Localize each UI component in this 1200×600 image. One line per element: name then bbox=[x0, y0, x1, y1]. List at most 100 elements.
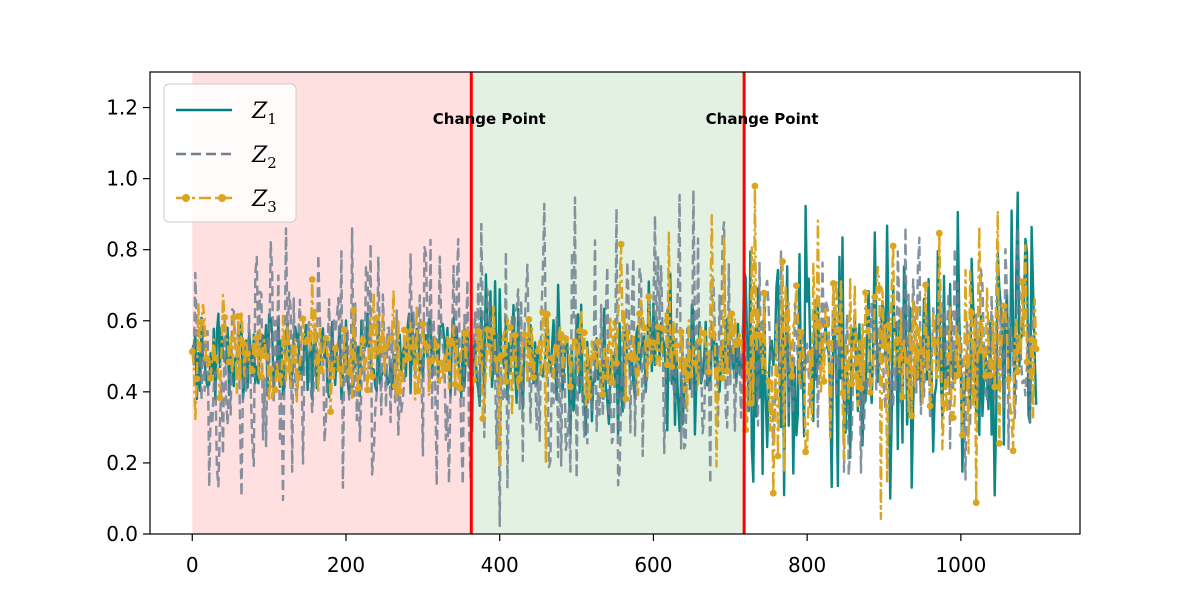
series-z3-marker bbox=[608, 379, 616, 387]
y-tick-label: 0.4 bbox=[106, 380, 138, 404]
series-z3-marker bbox=[603, 373, 611, 381]
series-z3-marker bbox=[728, 310, 736, 318]
series-z3-marker bbox=[525, 316, 533, 323]
series-z3-line bbox=[191, 184, 1038, 521]
y-tick-label: 0.6 bbox=[106, 309, 138, 333]
series-z3-marker bbox=[631, 354, 639, 362]
series-z3-marker bbox=[935, 229, 943, 237]
series-z3-marker bbox=[331, 345, 339, 352]
series-z3-marker bbox=[710, 331, 717, 339]
series-z3-marker bbox=[391, 382, 399, 390]
series-z3-marker bbox=[677, 328, 685, 336]
legend-marker-z3 bbox=[182, 194, 190, 202]
series-z3-marker bbox=[783, 325, 791, 333]
series-z3-marker bbox=[308, 276, 316, 283]
series-z3-marker bbox=[216, 394, 224, 402]
series-z3-marker bbox=[668, 363, 676, 370]
y-axis: 0.0 0.2 0.4 0.6 0.8 1.0 1.2 bbox=[106, 96, 150, 546]
series-z3-marker bbox=[640, 324, 648, 332]
series-z3-marker bbox=[622, 395, 630, 403]
series-z3-marker bbox=[751, 182, 759, 190]
plot-frame bbox=[149, 71, 1081, 535]
series-z3-marker bbox=[401, 326, 408, 334]
series-z3-marker bbox=[262, 353, 270, 360]
series-z3-marker bbox=[599, 391, 607, 398]
series-z3-marker bbox=[198, 319, 205, 326]
series-z3-marker bbox=[239, 339, 247, 347]
series-layer bbox=[188, 182, 1040, 528]
series-z3-marker bbox=[963, 354, 971, 362]
series-z3-marker bbox=[714, 366, 722, 373]
series-z3-marker bbox=[760, 289, 768, 297]
y-tick-label: 0.8 bbox=[106, 238, 138, 262]
series-z3-marker bbox=[954, 372, 962, 379]
series-z3-marker bbox=[474, 327, 482, 335]
series-z3-marker bbox=[977, 347, 985, 354]
series-z3-marker bbox=[986, 371, 994, 379]
series-z3-marker bbox=[248, 367, 256, 374]
series-z3-marker bbox=[746, 400, 754, 407]
series-z3-marker bbox=[691, 359, 699, 367]
series-z3-marker bbox=[253, 334, 261, 341]
series-z3-marker bbox=[889, 242, 897, 250]
series-z3-marker bbox=[520, 331, 528, 338]
series-z3-marker bbox=[294, 373, 302, 381]
series-z3-marker bbox=[825, 340, 833, 347]
series-z3-marker bbox=[917, 347, 925, 355]
series-z3-marker bbox=[225, 358, 233, 366]
x-tick-label: 1000 bbox=[935, 553, 986, 577]
series-z3-marker bbox=[903, 357, 911, 365]
x-tick-label: 400 bbox=[481, 553, 519, 577]
series-z3-marker bbox=[396, 388, 404, 395]
series-z3-marker bbox=[1005, 375, 1012, 383]
series-z3-marker bbox=[497, 352, 505, 360]
series-z3-marker bbox=[871, 293, 879, 301]
series-z3-marker bbox=[806, 349, 814, 357]
series-z3-marker bbox=[848, 380, 856, 388]
series-z3-marker bbox=[862, 289, 869, 296]
series-z3-marker bbox=[908, 412, 916, 420]
series-z3-marker bbox=[885, 321, 892, 329]
series-z3-marker bbox=[207, 374, 215, 382]
series-z3-marker bbox=[193, 375, 201, 383]
series-z3-marker bbox=[765, 378, 773, 386]
series-z3-marker bbox=[779, 258, 786, 265]
series-z3-marker bbox=[299, 315, 307, 323]
series-z3-marker bbox=[345, 368, 353, 376]
series-z3-marker bbox=[912, 306, 920, 313]
series-z3-marker bbox=[991, 383, 999, 391]
series-z3-marker bbox=[594, 338, 602, 346]
series-z3-marker bbox=[636, 310, 643, 318]
series-z3-marker bbox=[433, 342, 441, 350]
series-z3-marker bbox=[788, 372, 796, 380]
series-z3-marker bbox=[945, 351, 952, 359]
series-z3-marker bbox=[304, 336, 311, 343]
series-z3-marker bbox=[530, 373, 537, 381]
series-z3-marker bbox=[650, 339, 657, 346]
series-z3-marker bbox=[516, 374, 524, 382]
series-z3-marker bbox=[1019, 278, 1026, 286]
series-z3-marker bbox=[341, 326, 348, 334]
series-z3-marker bbox=[1032, 345, 1040, 353]
series-z3-marker bbox=[894, 336, 902, 344]
series-z3-marker bbox=[797, 328, 805, 336]
series-z3-marker bbox=[1000, 302, 1008, 310]
series-z3-marker bbox=[336, 365, 344, 373]
change-points: Change Point Change Point bbox=[433, 72, 819, 534]
x-tick-label: 600 bbox=[634, 553, 672, 577]
series-z3-marker bbox=[1014, 368, 1022, 376]
series-z3-marker bbox=[327, 408, 334, 416]
series-z3-marker bbox=[424, 343, 431, 351]
series-z3-marker bbox=[723, 367, 731, 375]
series-z3-marker bbox=[419, 320, 427, 328]
series-z3-marker bbox=[700, 329, 708, 337]
series-z3-marker bbox=[880, 342, 888, 350]
series-z3-marker bbox=[793, 282, 800, 289]
y-tick-label: 0.2 bbox=[106, 451, 138, 475]
y-tick-label: 0.0 bbox=[106, 522, 138, 546]
series-z3-marker bbox=[686, 372, 694, 379]
legend-marker-z3 bbox=[218, 194, 226, 202]
change-point-label-1: Change Point bbox=[433, 110, 546, 128]
series-z3-marker bbox=[949, 414, 957, 422]
